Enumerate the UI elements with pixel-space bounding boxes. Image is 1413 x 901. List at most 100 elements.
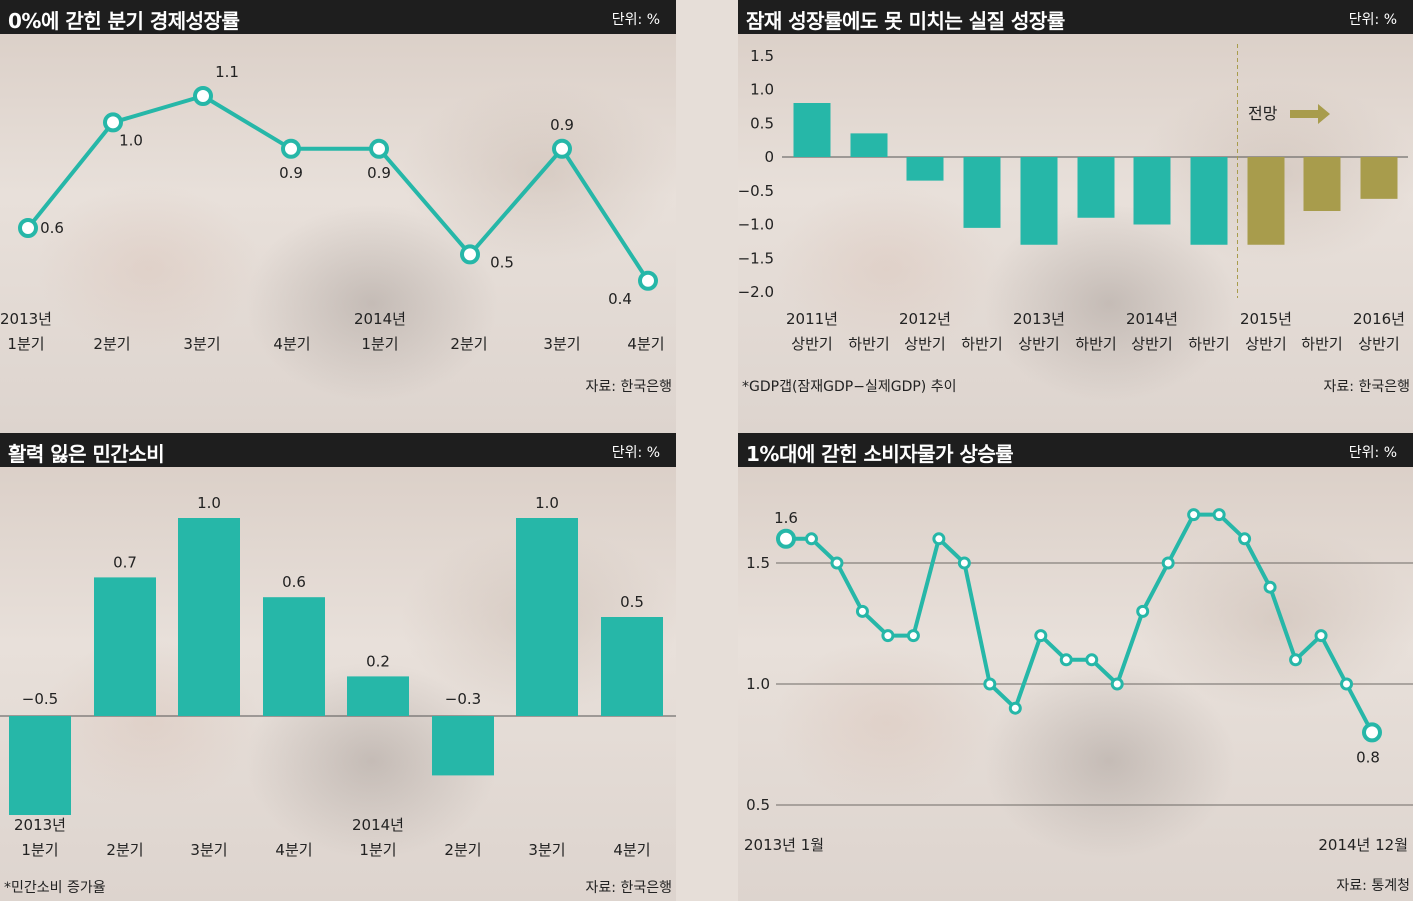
bar <box>263 597 325 716</box>
y-tick-label: −0.5 <box>738 182 774 200</box>
data-point <box>1187 508 1201 522</box>
panel-title: 활력 잃은 민간소비 <box>8 442 165 466</box>
footnote: *GDP갭(잠재GDP−실제GDP) 추이 <box>742 379 956 395</box>
data-point <box>1161 556 1175 570</box>
x-tick-label: 하반기 <box>1075 335 1116 353</box>
x-tick-label: 하반기 <box>961 335 1002 353</box>
x-tick-label: 상반기 <box>904 335 945 353</box>
data-point <box>1008 701 1022 715</box>
data-label: 1.1 <box>215 63 239 81</box>
series-line <box>26 94 650 282</box>
bar <box>178 518 240 716</box>
x-tick-label: 2014년 <box>352 816 404 834</box>
panel-private-consumption: 활력 잃은 민간소비 단위: % −0.5 0.7 1.0 0.6 0.2 −0.3 1.0… <box>0 433 676 901</box>
bar <box>94 577 156 716</box>
bar <box>1133 157 1171 225</box>
data-point <box>281 138 301 159</box>
x-tick-label: 2013년 <box>0 310 52 328</box>
panel-consumer-prices: 1%대에 갇힌 소비자물가 상승률 단위: % 1.5 1.0 0.5 1.6 0.8 2… <box>738 433 1413 901</box>
unit-label: 단위: % <box>611 12 660 28</box>
panel-title-bar: 활력 잃은 민간소비 단위: % <box>0 433 676 467</box>
unit-label: 단위: % <box>611 445 660 461</box>
x-tick-label: 1분기 <box>361 335 398 353</box>
y-tick-label: 0 <box>764 148 774 166</box>
bar <box>1020 157 1058 245</box>
x-tick-label: 상반기 <box>1245 335 1286 353</box>
data-label: 0.6 <box>282 573 306 591</box>
panel-background <box>738 433 1413 901</box>
y-tick-label: −2.0 <box>738 283 774 301</box>
x-tick-label: 상반기 <box>791 335 832 353</box>
footnote: *민간소비 증가율 <box>4 880 106 896</box>
data-label: 0.9 <box>279 164 303 182</box>
x-tick-label: 4분기 <box>273 335 310 353</box>
x-tick-label: 4분기 <box>275 841 312 859</box>
data-point <box>638 270 658 291</box>
x-tick-label: 3분기 <box>190 841 227 859</box>
x-tick-label: 2016년 <box>1353 310 1405 328</box>
bar <box>1360 157 1398 199</box>
panel-title-bar: 잠재 성장률에도 못 미치는 실질 성장률 단위: % <box>738 0 1413 34</box>
x-start-label: 2013년 1월 <box>744 836 824 854</box>
data-point <box>855 604 869 618</box>
source-label: 자료: 한국은행 <box>586 880 672 896</box>
x-tick-label: 2013년 <box>1013 310 1065 328</box>
bar <box>850 133 888 157</box>
data-label: 1.0 <box>197 494 221 512</box>
data-label: 0.5 <box>490 253 514 271</box>
bar <box>1303 157 1341 211</box>
y-tick-label: 1.5 <box>750 47 774 65</box>
x-tick-label: 4분기 <box>627 335 664 353</box>
data-label: 1.0 <box>119 131 143 149</box>
data-label: 0.9 <box>367 164 391 182</box>
bar <box>347 676 409 716</box>
x-tick-label: 2분기 <box>93 335 130 353</box>
data-label-last: 0.8 <box>1356 748 1380 766</box>
x-tick-label: 1분기 <box>7 335 44 353</box>
x-tick-label: 2분기 <box>450 335 487 353</box>
bar <box>601 617 663 716</box>
data-label: 0.9 <box>550 116 574 134</box>
panel-title: 0%에 갇힌 분기 경제성장률 <box>8 9 240 33</box>
forecast-label: 전망 <box>1248 104 1278 123</box>
data-point <box>983 677 997 691</box>
x-tick-label: 1분기 <box>359 841 396 859</box>
data-point <box>1263 580 1277 594</box>
data-label: 0.5 <box>620 593 644 611</box>
data-point <box>1059 653 1073 667</box>
x-tick-label: 2013년 <box>14 816 66 834</box>
data-point <box>881 629 895 643</box>
data-point <box>830 556 844 570</box>
data-label: −0.3 <box>445 690 481 708</box>
x-tick-label: 2011년 <box>786 310 838 328</box>
data-point <box>1238 532 1252 546</box>
data-label-first: 1.6 <box>774 509 798 527</box>
data-point <box>906 629 920 643</box>
y-tick-label: 0.5 <box>746 796 770 814</box>
data-point <box>1340 677 1354 691</box>
data-point <box>1110 677 1124 691</box>
x-tick-label: 상반기 <box>1131 335 1172 353</box>
panel-gdp-gap: 잠재 성장률에도 못 미치는 실질 성장률 단위: % 1.5 1.0 0.5 0 −0… <box>738 0 1413 433</box>
data-label: 0.2 <box>366 652 390 670</box>
data-point <box>1212 508 1226 522</box>
data-point <box>18 218 38 238</box>
source-label: 자료: 한국은행 <box>1324 379 1410 395</box>
y-tick-label: 1.0 <box>750 81 774 99</box>
bar <box>1077 157 1115 218</box>
data-point <box>1136 604 1150 618</box>
y-tick-label: 1.0 <box>746 675 770 693</box>
data-point <box>369 138 389 159</box>
x-tick-label: 1분기 <box>21 841 58 859</box>
data-point <box>552 138 572 159</box>
data-point <box>1085 653 1099 667</box>
data-label: 0.6 <box>40 219 64 237</box>
bar <box>516 518 578 716</box>
panel-title: 1%대에 갇힌 소비자물가 상승률 <box>746 442 1014 466</box>
panel-title: 잠재 성장률에도 못 미치는 실질 성장률 <box>746 9 1065 33</box>
unit-label: 단위: % <box>1348 445 1397 461</box>
bar <box>9 716 71 815</box>
data-point <box>1362 722 1382 743</box>
